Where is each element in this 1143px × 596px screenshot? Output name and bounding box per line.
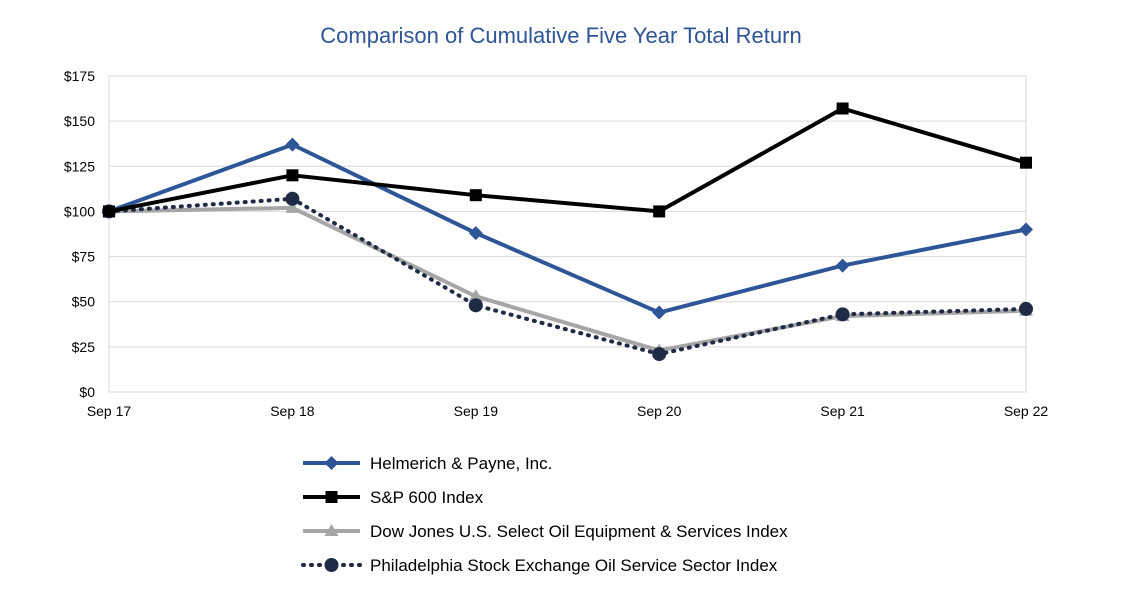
x-tick-label: Sep 22 — [1004, 403, 1049, 419]
data-point-helmerich-payne-inc — [835, 258, 850, 273]
data-point-helmerich-payne-inc — [1019, 222, 1033, 237]
legend-marker-s-p-600-index — [325, 491, 338, 503]
chart-title: Comparison of Cumulative Five Year Total… — [320, 23, 801, 48]
data-point-helmerich-payne-inc — [468, 226, 483, 241]
data-point-s-p-600-index — [653, 205, 666, 218]
data-point-s-p-600-index — [1020, 156, 1032, 169]
data-point-philadelphia-stock-exchange-oil-service-sector-index — [1019, 301, 1033, 316]
y-tick-label: $150 — [64, 113, 95, 129]
data-point-s-p-600-index — [286, 169, 299, 182]
y-tick-label: $125 — [64, 158, 95, 174]
data-point-philadelphia-stock-exchange-oil-service-sector-index — [835, 307, 850, 322]
legend-marker-dow-jones-u-s-select-oil-equipment-services-index — [324, 524, 339, 536]
y-tick-label: $50 — [72, 294, 96, 310]
series-line-helmerich-payne-inc — [108, 142, 1027, 315]
series-line-philadelphia-stock-exchange-oil-service-sector-index — [107, 196, 1028, 357]
x-tick-label: Sep 20 — [637, 403, 682, 419]
legend-marker-helmerich-payne-inc — [324, 456, 339, 470]
series-line-dow-jones-u-s-select-oil-equipment-services-index — [108, 205, 1027, 353]
data-point-dow-jones-u-s-select-oil-equipment-services-index — [285, 200, 300, 213]
y-tick-label: $75 — [72, 249, 96, 265]
legend-label-helmerich-payne-inc: Helmerich & Payne, Inc. — [370, 454, 552, 473]
x-tick-label: Sep 21 — [820, 403, 865, 419]
legend-marker-philadelphia-stock-exchange-oil-service-sector-index — [324, 558, 339, 572]
x-tick-label: Sep 19 — [454, 403, 499, 419]
data-point-philadelphia-stock-exchange-oil-service-sector-index — [652, 347, 667, 362]
data-point-s-p-600-index — [469, 189, 482, 202]
data-point-helmerich-payne-inc — [285, 137, 300, 152]
y-tick-label: $100 — [64, 203, 95, 219]
data-point-philadelphia-stock-exchange-oil-service-sector-index — [468, 298, 483, 313]
x-tick-label: Sep 17 — [87, 403, 132, 419]
data-point-s-p-600-index — [836, 102, 849, 115]
data-point-helmerich-payne-inc — [652, 305, 667, 320]
legend: Helmerich & Payne, Inc. S&P 600 Index Dow … — [301, 454, 788, 575]
x-tick-label: Sep 18 — [270, 403, 315, 419]
y-tick-label: $175 — [64, 68, 95, 84]
legend-label-philadelphia-stock-exchange-oil-service-sector-index: Philadelphia Stock Exchange Oil Service … — [370, 556, 778, 575]
series-line-s-p-600-index — [108, 106, 1027, 214]
data-point-s-p-600-index — [103, 205, 115, 218]
y-tick-label: $25 — [72, 339, 96, 355]
legend-label-dow-jones-u-s-select-oil-equipment-services-index: Dow Jones U.S. Select Oil Equipment & Se… — [370, 522, 788, 541]
data-point-philadelphia-stock-exchange-oil-service-sector-index — [285, 191, 300, 206]
data-point-dow-jones-u-s-select-oil-equipment-services-index — [468, 289, 483, 302]
legend-label-s-p-600-index: S&P 600 Index — [370, 488, 484, 507]
plot-area: $0 $25 $50 $75 $100 $125 $150 $175 Sep 17 Sep 18 S… — [64, 68, 1049, 419]
y-tick-label: $0 — [79, 384, 95, 400]
